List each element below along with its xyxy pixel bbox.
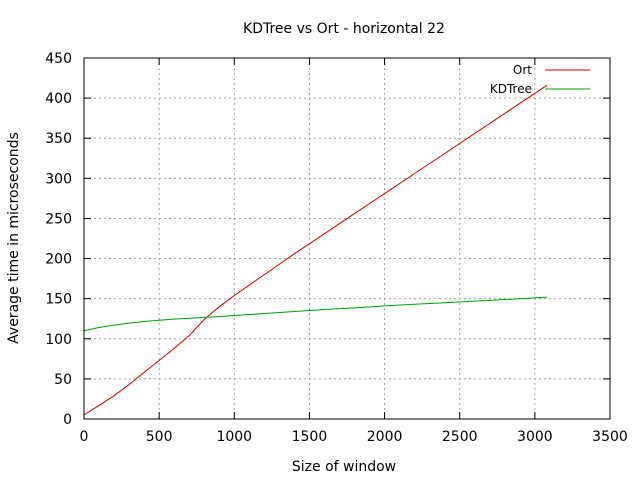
x-tick-label: 500 [146,429,173,445]
legend: Ort KDTree [490,63,590,96]
y-tick-label: 200 [45,252,72,268]
y-tick-label: 0 [63,412,72,428]
y-tick-label: 100 [45,332,72,348]
y-tick-label: 250 [45,211,72,227]
y-tick-label: 350 [45,131,72,147]
y-tick-label: 450 [45,51,72,67]
grid [84,58,610,419]
x-tick-label: 3000 [517,429,553,445]
series-line-kdtree [83,296,547,332]
x-tick-label: 1500 [292,429,328,445]
y-tick-label: 400 [45,91,72,107]
legend-label-kdtree: KDTree [490,82,532,96]
x-tick-label: 0 [80,429,89,445]
x-tick-label: 1000 [216,429,252,445]
x-tick-label: 2000 [367,429,403,445]
series-lines [83,84,548,416]
y-axis-label: Average time in microseconds [6,132,22,344]
axis-ticks: 0 500 1000 1500 2000 2500 3000 3500 0 50 100 150 200… [45,51,628,445]
chart-title: KDTree vs Ort - horizontal 22 [243,21,445,37]
y-tick-label: 300 [45,171,72,187]
x-tick-label: 3500 [592,429,628,445]
x-axis-label: Size of window [292,459,396,475]
series-line-ort [83,84,548,416]
legend-label-ort: Ort [513,63,532,77]
plot-area-border [83,57,611,420]
y-tick-label: 50 [54,372,72,388]
x-tick-label: 2500 [442,429,478,445]
y-tick-label: 150 [45,292,72,308]
